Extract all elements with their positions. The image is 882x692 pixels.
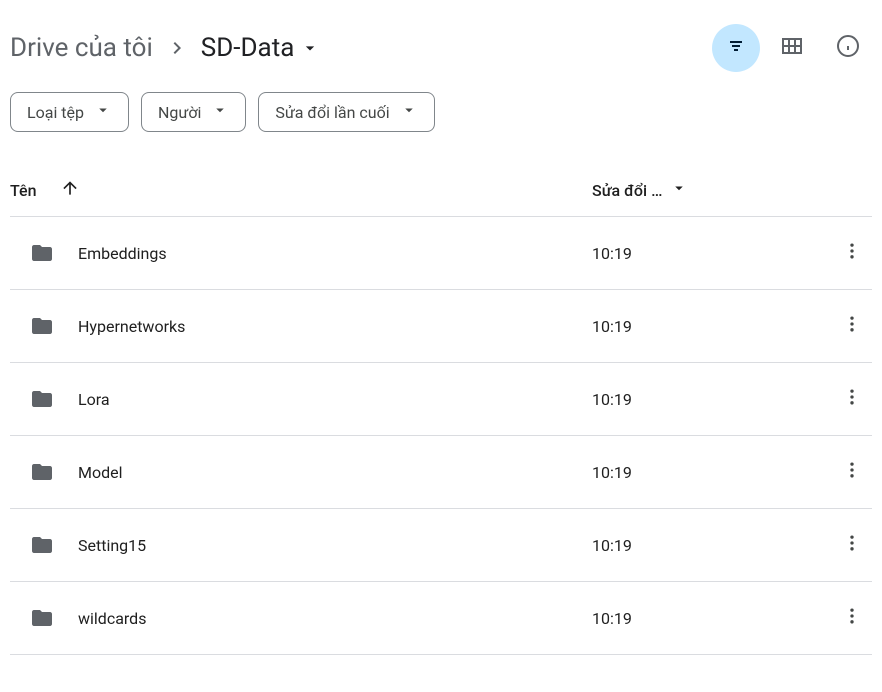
more-vert-icon bbox=[842, 314, 862, 338]
file-name-cell: Setting15 bbox=[30, 533, 592, 557]
file-row[interactable]: Embeddings 10:19 bbox=[10, 217, 872, 290]
info-button[interactable] bbox=[824, 24, 872, 72]
column-header-modified-label: Sửa đổi … bbox=[592, 181, 662, 200]
more-vert-icon bbox=[842, 460, 862, 484]
file-name: Setting15 bbox=[78, 536, 146, 555]
file-modified: 10:19 bbox=[592, 244, 832, 263]
file-modified: 10:19 bbox=[592, 609, 832, 628]
file-name: Model bbox=[78, 463, 123, 482]
grid-view-button[interactable] bbox=[768, 24, 816, 72]
breadcrumb: Drive của tôi SD-Data bbox=[10, 33, 320, 63]
filter-button[interactable] bbox=[712, 24, 760, 72]
file-name-cell: Embeddings bbox=[30, 241, 592, 265]
file-row[interactable]: Setting15 10:19 bbox=[10, 509, 872, 582]
more-vert-icon bbox=[842, 387, 862, 411]
file-name-cell: Lora bbox=[30, 387, 592, 411]
filter-chip-file-type[interactable]: Loại tệp bbox=[10, 92, 129, 132]
grid-icon bbox=[780, 34, 804, 62]
file-actions bbox=[832, 381, 872, 417]
file-actions bbox=[832, 235, 872, 271]
more-button[interactable] bbox=[834, 235, 870, 271]
more-button[interactable] bbox=[834, 600, 870, 636]
filter-chips-row: Loại tệp Người Sửa đổi lần cuối bbox=[10, 92, 872, 144]
file-modified: 10:19 bbox=[592, 390, 832, 409]
file-list: Embeddings 10:19 Hypernetworks 10:19 bbox=[10, 217, 872, 655]
header-actions bbox=[712, 24, 872, 72]
breadcrumb-current-label: SD-Data bbox=[201, 33, 295, 63]
filter-chip-people[interactable]: Người bbox=[141, 92, 246, 132]
file-modified: 10:19 bbox=[592, 317, 832, 336]
file-actions bbox=[832, 454, 872, 490]
filter-chip-last-modified-label: Sửa đổi lần cuối bbox=[275, 103, 389, 122]
table-header: Tên Sửa đổi … bbox=[10, 164, 872, 217]
filter-chip-file-type-label: Loại tệp bbox=[27, 103, 84, 122]
file-row[interactable]: Lora 10:19 bbox=[10, 363, 872, 436]
arrow-up-icon bbox=[60, 178, 80, 202]
file-name-cell: Model bbox=[30, 460, 592, 484]
more-vert-icon bbox=[842, 241, 862, 265]
column-header-name[interactable]: Tên bbox=[10, 178, 592, 202]
filter-chip-people-label: Người bbox=[158, 103, 201, 122]
folder-icon bbox=[30, 314, 54, 338]
file-modified: 10:19 bbox=[592, 463, 832, 482]
folder-icon bbox=[30, 606, 54, 630]
file-actions bbox=[832, 527, 872, 563]
file-name: Lora bbox=[78, 390, 110, 409]
column-header-modified[interactable]: Sửa đổi … bbox=[592, 179, 832, 201]
file-name-cell: Hypernetworks bbox=[30, 314, 592, 338]
more-vert-icon bbox=[842, 606, 862, 630]
more-button[interactable] bbox=[834, 527, 870, 563]
folder-icon bbox=[30, 533, 54, 557]
folder-icon bbox=[30, 460, 54, 484]
more-vert-icon bbox=[842, 533, 862, 557]
more-button[interactable] bbox=[834, 381, 870, 417]
header-row: Drive của tôi SD-Data bbox=[10, 16, 872, 92]
info-icon bbox=[836, 34, 860, 62]
file-actions bbox=[832, 600, 872, 636]
caret-down-icon bbox=[670, 179, 688, 201]
caret-down-icon bbox=[211, 101, 229, 123]
folder-icon bbox=[30, 387, 54, 411]
file-row[interactable]: Hypernetworks 10:19 bbox=[10, 290, 872, 363]
chevron-right-icon bbox=[165, 36, 189, 60]
breadcrumb-current[interactable]: SD-Data bbox=[201, 33, 321, 63]
caret-down-icon bbox=[300, 38, 320, 58]
file-name: Embeddings bbox=[78, 244, 167, 263]
file-name: Hypernetworks bbox=[78, 317, 185, 336]
file-name-cell: wildcards bbox=[30, 606, 592, 630]
file-actions bbox=[832, 308, 872, 344]
folder-icon bbox=[30, 241, 54, 265]
file-name: wildcards bbox=[78, 609, 146, 628]
filter-icon bbox=[724, 34, 748, 62]
column-header-name-label: Tên bbox=[10, 181, 36, 200]
filter-chip-last-modified[interactable]: Sửa đổi lần cuối bbox=[258, 92, 434, 132]
file-row[interactable]: wildcards 10:19 bbox=[10, 582, 872, 655]
caret-down-icon bbox=[94, 101, 112, 123]
more-button[interactable] bbox=[834, 308, 870, 344]
file-modified: 10:19 bbox=[592, 536, 832, 555]
caret-down-icon bbox=[400, 101, 418, 123]
more-button[interactable] bbox=[834, 454, 870, 490]
breadcrumb-root[interactable]: Drive của tôi bbox=[10, 33, 153, 63]
file-row[interactable]: Model 10:19 bbox=[10, 436, 872, 509]
